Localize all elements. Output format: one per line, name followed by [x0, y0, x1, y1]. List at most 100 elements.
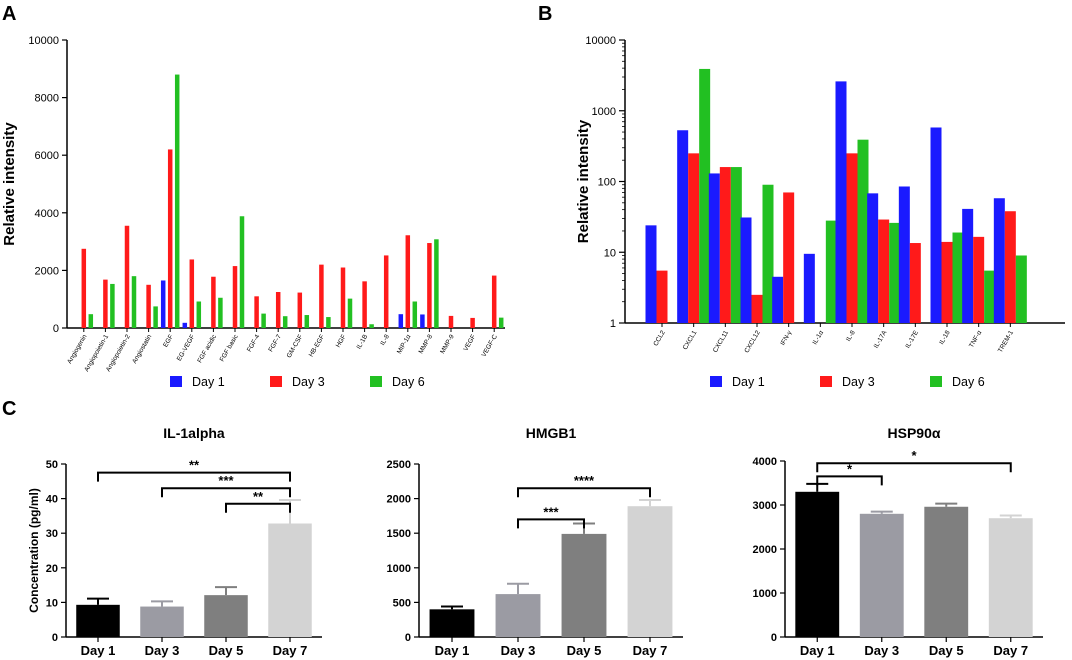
bar [730, 167, 742, 323]
y-tick-label: 0 [405, 632, 411, 644]
x-tick-label: Day 7 [633, 643, 668, 658]
x-tick-label: GM-CSF [286, 333, 305, 359]
bar [889, 222, 901, 323]
y-tick-label: 1 [610, 318, 616, 330]
chart-c-hsp90a: HSP90α 0 1000 2000 3000 4000 Day 1 Day 3 Day 5 Da… [753, 425, 1043, 658]
x-tick-label: MMP-9 [439, 333, 456, 355]
significance-bracket [161, 487, 291, 498]
legend-label: Day 6 [392, 375, 425, 389]
x-tick-label: TREM-1 [997, 329, 1015, 354]
bar [645, 225, 657, 323]
y-tick-label: 3000 [753, 500, 777, 512]
y-tick-label: 50 [46, 459, 58, 471]
bar [218, 297, 223, 328]
bar [803, 253, 815, 323]
bar [561, 533, 607, 637]
legend-swatch [930, 376, 942, 387]
chart-c-hmgb1: HMGB1 0 500 1000 1500 2000 2500 Day 1 Day 3 Day 5… [387, 425, 683, 658]
bar [282, 316, 288, 328]
chart-a: 0 2000 4000 6000 8000 10000 Relative intensity… [1, 35, 505, 389]
bar [420, 314, 425, 328]
legend-label: Day 1 [192, 375, 225, 389]
legend-label: Day 1 [732, 375, 765, 389]
x-tick-label: Day 3 [501, 643, 536, 658]
x-tick-label: Day 1 [800, 643, 835, 658]
y-tick-label: 4000 [35, 208, 59, 220]
x-tick-label: IL-17A [873, 329, 889, 350]
significance-label: *** [218, 473, 234, 488]
y-axis-title: Concentration (pg/ml) [27, 488, 41, 613]
x-tick-label: IL-8 [379, 333, 391, 347]
bar [762, 184, 774, 323]
bar [427, 243, 432, 328]
x-tick-label: IL-8 [845, 329, 857, 343]
x-tick-label: FGF basic [219, 333, 240, 363]
bar [930, 127, 942, 323]
bar [398, 314, 404, 328]
x-tick-label: Day 5 [209, 643, 244, 658]
x-tick-label: Day 3 [864, 643, 899, 658]
bar [952, 232, 964, 323]
bar [772, 276, 784, 323]
significance-label: ** [189, 458, 200, 473]
bar [275, 292, 281, 328]
significance-bracket [816, 462, 1012, 473]
bar [140, 606, 184, 637]
bar [859, 513, 904, 637]
y-tick-label: 4000 [753, 456, 777, 468]
x-tick-label: Day 1 [435, 643, 470, 658]
bar [783, 192, 795, 323]
bar [369, 324, 374, 328]
y-tick-label: 1000 [387, 563, 411, 575]
significance-bracket [517, 518, 585, 529]
chart-c-il1alpha: IL-1alpha 0 10 20 30 40 50 Concentration (pg/ml… [27, 425, 322, 658]
bar [88, 314, 94, 328]
legend-label: Day 6 [952, 375, 985, 389]
bar [110, 283, 115, 328]
bar [189, 259, 195, 328]
bar [103, 279, 108, 328]
x-tick-label: Day 7 [993, 643, 1028, 658]
bar [627, 506, 673, 637]
y-axis-title: Relative intensity [575, 119, 592, 243]
bar [835, 81, 847, 324]
bar [1004, 211, 1016, 323]
bar [232, 266, 238, 328]
significance-label: *** [543, 504, 559, 519]
legend-swatch [710, 376, 722, 387]
bar [347, 298, 353, 328]
bar [909, 243, 921, 323]
y-tick-label: 10 [46, 597, 58, 609]
x-tick-label: VEGF [462, 333, 477, 352]
x-tick-label: CXCL11 [712, 329, 730, 354]
y-tick-label: 100 [598, 177, 616, 189]
bar [719, 167, 731, 323]
bar [412, 301, 418, 328]
bar [878, 219, 890, 323]
x-tick-label: IL-1B [355, 334, 369, 351]
y-tick-label: 2000 [35, 265, 59, 277]
panel-label-a: A [2, 3, 16, 25]
bar [319, 264, 324, 328]
bar [429, 609, 475, 637]
significance-label: **** [574, 473, 595, 488]
y-tick-label: 10 [604, 247, 616, 259]
chart-title: HSP90α [888, 425, 941, 441]
y-tick-label: 10000 [28, 35, 59, 47]
bar [204, 595, 248, 637]
bar [131, 276, 137, 328]
bar [304, 315, 310, 328]
x-tick-label: HB-EGF [308, 333, 326, 358]
x-tick-label: FGF-7 [267, 333, 283, 353]
y-tick-label: 2000 [753, 544, 777, 556]
significance-bracket [225, 502, 291, 513]
x-tick-label: IL-17E [904, 329, 920, 350]
significance-bracket [97, 471, 291, 482]
chart-title: HMGB1 [526, 425, 577, 441]
bar [261, 313, 266, 328]
x-tick-label: IL-18 [938, 329, 952, 346]
y-tick-label: 0 [52, 632, 58, 644]
bar [699, 68, 711, 323]
bar [984, 270, 996, 323]
panel-label-c: C [2, 398, 16, 420]
